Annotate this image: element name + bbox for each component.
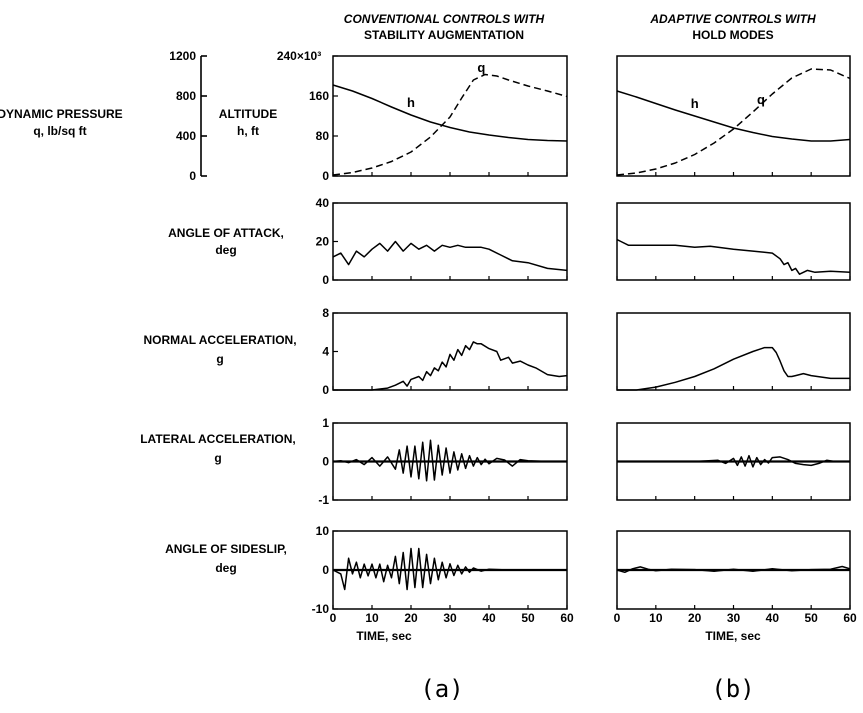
y-tick-label: 0 [322,383,329,397]
plot-frame [332,312,568,391]
x-tick-label: 60 [560,611,574,625]
series-line [616,565,851,574]
y-tick-label: 0 [322,563,329,577]
x-tick-label: 30 [443,611,457,625]
q-tick-label: 400 [176,129,196,143]
x-tick-label: 0 [614,611,621,625]
x-tick-label: 10 [649,611,663,625]
x-tick-label: 40 [482,611,496,625]
chart-b-angle_of_sideslip: 0 10 20 30 40 50 60 [614,530,857,625]
angle-of-attack-label: ANGLE OF ATTACK, [168,226,284,240]
series-line [332,240,568,272]
normal-acceleration-units: g [216,352,223,366]
y-tick-label: 80 [316,129,330,143]
chart-a-altitude_and_dynamic_pressure: 0 80 160 h q [309,55,568,183]
lateral-acceleration-units: g [214,451,221,465]
column-b-title-line2: HOLD MODES [692,28,773,42]
x-tick-label: 0 [330,611,337,625]
chart-b-lateral_acceleration [616,422,851,501]
y-tick-label: 40 [316,196,330,210]
series-label-q: q [757,92,765,107]
y-tick-label: 0 [322,169,329,183]
series-line [616,238,851,275]
series-label-h: h [407,95,415,110]
y-tick-label: -1 [318,493,329,507]
dynamic-pressure-axis: 1200 800 400 0 [169,49,207,183]
series-line [332,439,567,482]
altitude-scale-exponent: 240×10³ [277,49,321,63]
column-b-title-line1: ADAPTIVE CONTROLS WITH [649,12,816,26]
series-line-h [616,90,851,142]
lateral-acceleration-label: LATERAL ACCELERATION, [140,432,296,446]
plot-frame [332,202,568,281]
q-tick-label: 1200 [169,49,196,63]
series-line-q [616,68,851,176]
plot-frame [616,55,851,177]
series-line [617,454,850,468]
series-line [333,341,568,391]
x-tick-label: 50 [521,611,535,625]
x-tick-label: 60 [843,611,857,625]
plot-frame [616,202,851,281]
chart-a-angle_of_attack: 0 20 40 [316,196,568,287]
altitude-label: ALTITUDE [219,107,277,121]
y-tick-label: 20 [316,235,330,249]
series-line [332,547,567,591]
y-tick-label: 1 [322,416,329,430]
q-tick-label: 800 [176,89,196,103]
y-tick-label: 8 [322,306,329,320]
x-tick-label: 10 [365,611,379,625]
panel-caption-b: (b) [711,675,754,703]
chart-a-normal_acceleration: 0 4 8 [322,306,568,397]
chart-b-normal_acceleration [616,312,851,391]
x-tick-label: 30 [727,611,741,625]
chart-b-angle_of_attack [616,202,851,281]
y-tick-label: 10 [316,524,330,538]
series-line-q [332,73,568,176]
angle-of-sideslip-label: ANGLE OF SIDESLIP, [165,542,287,556]
y-tick-label: -10 [312,602,330,616]
x-tick-label: 20 [404,611,418,625]
x-tick-label: 40 [766,611,780,625]
x-axis-label-b: TIME, sec [705,629,761,643]
dynamic-pressure-units: q, lb/sq ft [33,124,86,138]
altitude-units: h, ft [237,124,259,138]
column-a-title-line2: STABILITY AUGMENTATION [364,28,524,42]
angle-of-attack-units: deg [215,243,236,257]
angle-of-sideslip-units: deg [215,561,236,575]
normal-acceleration-label: NORMAL ACCELERATION, [143,333,296,347]
x-tick-label: 20 [688,611,702,625]
plot-frame [616,312,851,391]
x-axis-label-a: TIME, sec [356,629,412,643]
dynamic-pressure-label: DYNAMIC PRESSURE [0,107,123,121]
y-tick-label: 4 [322,345,329,359]
series-line [617,346,850,391]
y-tick-label: 160 [309,89,329,103]
x-tick-label: 50 [804,611,818,625]
y-tick-label: 0 [322,455,329,469]
column-a-title-line1: CONVENTIONAL CONTROLS WITH [344,12,545,26]
chart-a-lateral_acceleration: -1 0 1 [318,416,568,507]
q-tick-label: 0 [189,169,196,183]
series-line-h [332,84,568,142]
series-label-q: q [477,60,485,75]
panel-caption-a: (a) [420,675,463,703]
y-tick-label: 0 [322,273,329,287]
series-label-h: h [691,96,699,111]
